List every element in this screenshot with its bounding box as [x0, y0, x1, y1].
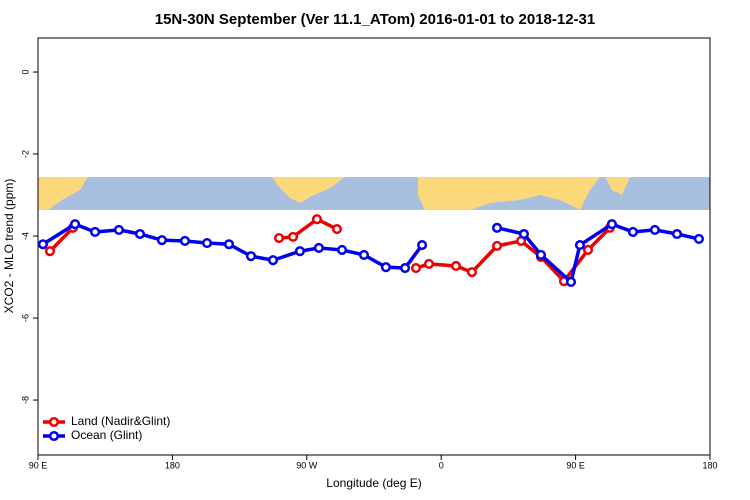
series-point — [69, 219, 81, 230]
series-point — [518, 228, 529, 240]
legend-label: Land (Nadir&Glint) — [71, 414, 170, 428]
series-point — [380, 262, 391, 273]
x-tick-label: 90 E — [566, 460, 585, 470]
series-point — [423, 258, 435, 269]
x-tick-label: 180 — [165, 460, 180, 470]
y-tick-label: -6 — [20, 314, 30, 322]
series-point — [417, 240, 428, 251]
series-point — [693, 233, 704, 244]
series-point — [466, 267, 478, 278]
series-point — [273, 233, 285, 244]
series-point — [113, 224, 124, 235]
series-line — [415, 226, 612, 283]
series-point — [156, 235, 167, 246]
series-point — [313, 242, 324, 253]
series-point — [565, 276, 577, 288]
series-point — [492, 222, 503, 233]
y-tick-label: -2 — [20, 150, 30, 158]
series-point — [311, 214, 323, 225]
series-point — [37, 239, 48, 250]
x-tick-label: 90 W — [296, 460, 318, 470]
series-point — [492, 240, 503, 251]
series-point — [535, 249, 547, 260]
series-point — [331, 224, 343, 235]
series-point — [358, 249, 370, 260]
series-point — [245, 251, 256, 262]
series-point — [671, 228, 683, 240]
series-point — [179, 235, 190, 247]
series-line — [48, 226, 75, 253]
y-tick-label: 0 — [20, 70, 30, 75]
x-tick-label: 0 — [439, 460, 444, 470]
chart-title: 15N-30N September (Ver 11.1_ATom) 2016-0… — [155, 11, 596, 28]
series-point — [294, 246, 305, 257]
series-point — [410, 262, 422, 274]
plot-frame — [37, 37, 711, 456]
y-axis-label: XCO2 - MLO trend (ppm) — [2, 179, 16, 314]
series-point — [268, 255, 279, 266]
legend-point — [48, 416, 60, 428]
series-point — [44, 246, 55, 257]
series-point — [400, 262, 411, 274]
series-point — [582, 244, 594, 256]
series-line — [278, 217, 338, 240]
series-point — [288, 231, 299, 242]
series-line — [496, 222, 700, 284]
legend-label: Ocean (Glint) — [71, 428, 142, 442]
series-point — [89, 226, 101, 237]
x-axis-label: Longitude (deg E) — [326, 476, 421, 490]
series-point — [627, 226, 638, 237]
series-point — [134, 228, 146, 240]
map-strip — [38, 177, 710, 210]
series-point — [574, 240, 585, 251]
series-point — [201, 237, 213, 249]
y-tick-label: -8 — [20, 396, 30, 404]
series-point — [336, 244, 348, 256]
series-point — [606, 219, 617, 230]
series-point — [223, 239, 235, 250]
x-tick-label: 90 E — [29, 460, 48, 470]
series-point — [649, 224, 660, 235]
x-tick-label: 180 — [702, 460, 717, 470]
series-point — [450, 260, 462, 272]
legend-point — [48, 430, 60, 442]
y-tick-label: -4 — [20, 232, 30, 240]
